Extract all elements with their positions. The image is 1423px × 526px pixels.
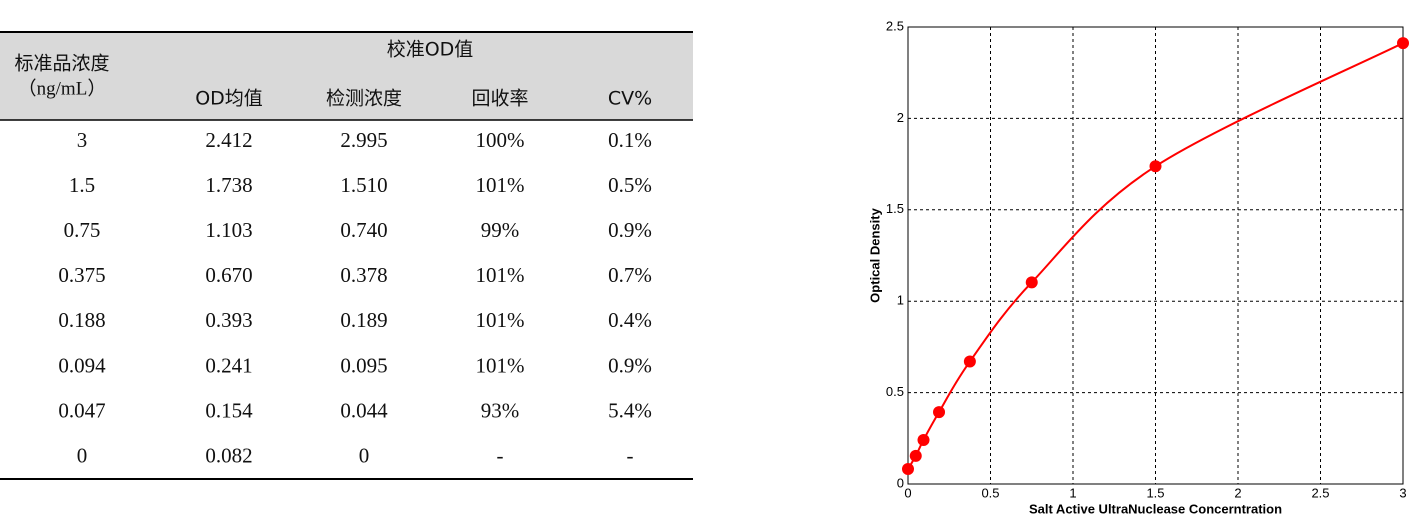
table-cell: 0 (359, 444, 370, 468)
table-cell: 3 (77, 128, 88, 152)
table: 标准品浓度 （ng/mL） 校准OD值 OD均值 检测浓度 回收率 CV% 3 2.412… (0, 31, 693, 480)
table-cell: 1.738 (205, 173, 252, 197)
x-tick-label: 2.5 (1311, 485, 1329, 500)
table-cell: 0.094 (58, 353, 106, 377)
y-tick-label: 0.5 (886, 384, 904, 399)
table-cell: 0.188 (58, 308, 105, 332)
y-tick-label: 2 (897, 110, 904, 125)
point (902, 463, 914, 476)
table-cell: 0.154 (205, 398, 253, 422)
curve (907, 42, 1404, 470)
table-cell: 0.9% (608, 353, 652, 377)
table-cell: 0.75 (64, 218, 101, 242)
x-axis-label: Salt Active UltraNuclease Concerntration (1029, 501, 1282, 516)
table-cell: 0.5% (608, 173, 652, 197)
table-cell: 0 (77, 444, 88, 468)
table-cell: - (497, 444, 504, 468)
table-cell: 0.378 (340, 263, 387, 287)
table-cell: 0.670 (205, 263, 252, 287)
x-tick-label: 1.5 (1146, 485, 1164, 500)
table-cell: 0.4% (608, 308, 652, 332)
point (909, 449, 922, 462)
table-cell: 0.1% (608, 128, 652, 152)
y-tick-label: 2.5 (886, 18, 904, 33)
plot-frame (907, 26, 1404, 485)
table-cell: 99% (481, 218, 520, 242)
y-tick-label: 1 (897, 293, 904, 308)
header-cell: 检测浓度 (326, 88, 402, 110)
table-cell: 5.4% (608, 398, 652, 422)
table-cell: 1.510 (340, 173, 387, 197)
x-tick-label: 1 (1069, 485, 1076, 500)
table-cell: 2.412 (205, 128, 252, 152)
header-cell: （ng/mL） (18, 77, 107, 99)
y-tick-label: 0 (897, 475, 904, 490)
header-cell: 回收率 (471, 88, 528, 110)
table-cell: 101% (476, 173, 525, 197)
table-cell: 0.9% (608, 218, 652, 242)
x-tick-label: 0 (904, 485, 911, 500)
x-tick-label: 2 (1234, 485, 1241, 500)
table-cell: 0.047 (58, 398, 105, 422)
x-tick-label: 3 (1399, 485, 1406, 500)
point (1025, 276, 1038, 289)
table-cell: 1.5 (69, 173, 95, 197)
table-cell: 0.095 (340, 353, 387, 377)
point (1397, 37, 1409, 50)
table-cell: 0.189 (340, 308, 387, 332)
table-cell: 101% (476, 308, 525, 332)
table-cell: 101% (476, 263, 525, 287)
table-cell: 0.044 (340, 398, 388, 422)
table-cell: 1.103 (205, 218, 252, 242)
point (1149, 160, 1162, 173)
table-cell: 2.995 (340, 128, 387, 152)
point (917, 433, 930, 446)
table-cell: 0.740 (340, 218, 387, 242)
table-cell: 93% (481, 398, 520, 422)
table-cell: 0.082 (205, 444, 252, 468)
table-cell: 100% (476, 128, 525, 152)
point (933, 406, 946, 419)
header-background (0, 32, 693, 120)
header-cell: CV% (608, 88, 652, 110)
header-cell: 校准OD值 (387, 39, 474, 61)
table-cell: 101% (476, 353, 525, 377)
table-cell: 0.241 (205, 353, 252, 377)
y-axis-label: Optical Density (867, 207, 882, 302)
table-cell: 0.375 (58, 263, 105, 287)
y-tick-label: 1.5 (886, 201, 904, 216)
table-cell: 0.393 (205, 308, 252, 332)
x-tick-label: 0.5 (981, 485, 999, 500)
header-cell: OD均值 (195, 88, 263, 110)
header-cell: 标准品浓度 (14, 53, 109, 75)
point (963, 355, 976, 368)
table-cell: - (627, 444, 634, 468)
table-cell: 0.7% (608, 263, 652, 287)
